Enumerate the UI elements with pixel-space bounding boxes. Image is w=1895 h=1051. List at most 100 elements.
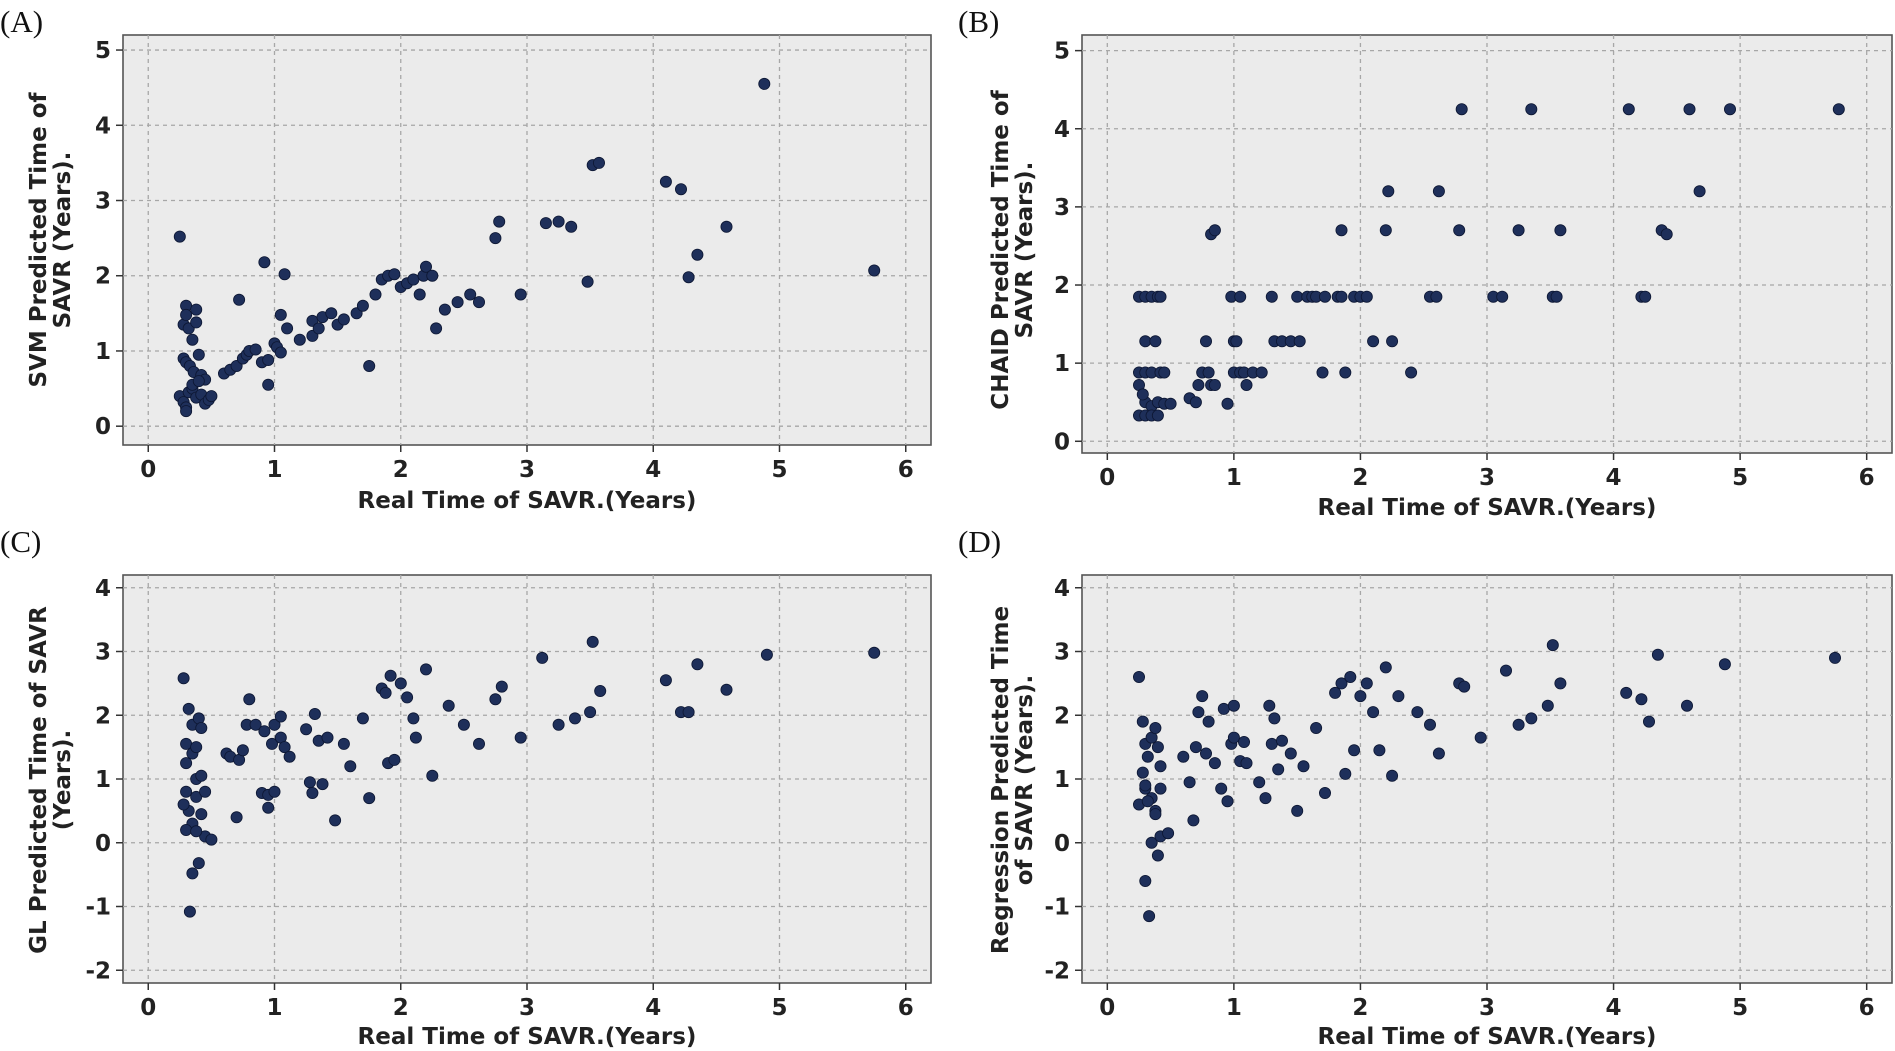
x-tick-label: 0 bbox=[1099, 995, 1115, 1021]
data-point bbox=[691, 248, 704, 261]
data-point bbox=[1386, 335, 1399, 348]
data-point bbox=[1259, 792, 1272, 805]
y-tick-label: 3 bbox=[95, 640, 111, 666]
data-point bbox=[1221, 795, 1234, 808]
data-point bbox=[180, 405, 193, 418]
data-point bbox=[283, 750, 296, 763]
data-point bbox=[1276, 734, 1289, 747]
data-point bbox=[442, 699, 455, 712]
x-tick-label: 5 bbox=[771, 457, 787, 483]
data-point bbox=[268, 785, 281, 798]
data-point bbox=[190, 316, 203, 329]
y-tick-label: -1 bbox=[1044, 895, 1070, 921]
x-tick-label: 6 bbox=[1859, 995, 1875, 1021]
x-tick-label: 3 bbox=[519, 995, 535, 1021]
data-point bbox=[230, 811, 243, 824]
data-point bbox=[1217, 702, 1230, 715]
data-point bbox=[1200, 335, 1213, 348]
y-tick-label: 0 bbox=[95, 414, 111, 440]
data-point bbox=[760, 648, 773, 661]
data-point bbox=[514, 288, 527, 301]
data-point bbox=[268, 718, 281, 731]
x-axis-title: Real Time of SAVR.(Years) bbox=[358, 1024, 697, 1050]
x-tick-label: 2 bbox=[1352, 995, 1368, 1021]
data-point bbox=[1265, 290, 1278, 303]
data-point bbox=[1432, 185, 1445, 198]
data-point bbox=[177, 672, 190, 685]
data-point bbox=[1291, 290, 1304, 303]
data-point bbox=[682, 706, 695, 719]
data-point bbox=[552, 215, 565, 228]
data-point bbox=[303, 776, 316, 789]
data-point bbox=[1141, 750, 1154, 763]
data-point bbox=[426, 769, 439, 782]
x-tick-label: 1 bbox=[266, 457, 282, 483]
x-tick-label: 4 bbox=[1606, 995, 1622, 1021]
data-point bbox=[1265, 737, 1278, 750]
data-point bbox=[1151, 849, 1164, 862]
data-point bbox=[1554, 677, 1567, 690]
data-point bbox=[337, 313, 350, 326]
panel-letter: (A) bbox=[0, 4, 43, 39]
data-point bbox=[186, 333, 199, 346]
data-point bbox=[1221, 397, 1234, 410]
data-point bbox=[1189, 741, 1202, 754]
data-point bbox=[868, 264, 881, 277]
data-point bbox=[1339, 366, 1352, 379]
data-point bbox=[409, 731, 422, 744]
data-point bbox=[1136, 766, 1149, 779]
data-point bbox=[1192, 706, 1205, 719]
data-point bbox=[356, 712, 369, 725]
data-point bbox=[584, 706, 597, 719]
data-point bbox=[1208, 224, 1221, 237]
data-point bbox=[1360, 290, 1373, 303]
y-tick-label: 4 bbox=[95, 576, 111, 602]
data-point bbox=[274, 308, 287, 321]
data-point bbox=[344, 760, 357, 773]
data-point bbox=[1392, 690, 1405, 703]
data-point bbox=[1255, 366, 1268, 379]
y-tick-label: 2 bbox=[95, 703, 111, 729]
data-point bbox=[293, 333, 306, 346]
data-point bbox=[1432, 747, 1445, 760]
data-point bbox=[1512, 718, 1525, 731]
data-point bbox=[1344, 671, 1357, 684]
data-point bbox=[1293, 335, 1306, 348]
data-point bbox=[1348, 744, 1361, 757]
data-point bbox=[1272, 763, 1285, 776]
data-point bbox=[1149, 335, 1162, 348]
x-tick-label: 2 bbox=[393, 995, 409, 1021]
data-point bbox=[1284, 747, 1297, 760]
y-axis-title-line: SAVR (Years). bbox=[50, 152, 76, 329]
x-tick-label: 0 bbox=[140, 995, 156, 1021]
data-point bbox=[407, 273, 420, 286]
data-point bbox=[868, 646, 881, 659]
data-point bbox=[379, 686, 392, 699]
y-tick-label: 4 bbox=[1054, 117, 1070, 143]
data-point bbox=[1238, 736, 1251, 749]
data-point bbox=[438, 303, 451, 316]
data-point bbox=[300, 723, 313, 736]
data-point bbox=[1430, 290, 1443, 303]
data-point bbox=[1453, 224, 1466, 237]
panel-d: (D) 0 1 2 3 4 5 6 -2 -1 0 1 2 3 4 Real Time of SAVR.(Ye… bbox=[958, 524, 1893, 1050]
data-point bbox=[186, 867, 199, 880]
data-point bbox=[1512, 224, 1525, 237]
data-point bbox=[682, 271, 695, 284]
data-point bbox=[1230, 335, 1243, 348]
data-point bbox=[337, 737, 350, 750]
y-tick-label: 2 bbox=[1054, 703, 1070, 729]
data-point bbox=[308, 708, 321, 721]
data-point bbox=[1253, 776, 1266, 789]
data-point bbox=[1718, 658, 1731, 671]
data-point bbox=[249, 718, 262, 731]
y-tick-label: 1 bbox=[95, 767, 111, 793]
data-point bbox=[1234, 290, 1247, 303]
data-point bbox=[190, 741, 203, 754]
y-axis-title-line: of SAVR (Years). bbox=[1012, 675, 1038, 886]
data-point bbox=[1367, 706, 1380, 719]
data-point bbox=[1189, 396, 1202, 409]
